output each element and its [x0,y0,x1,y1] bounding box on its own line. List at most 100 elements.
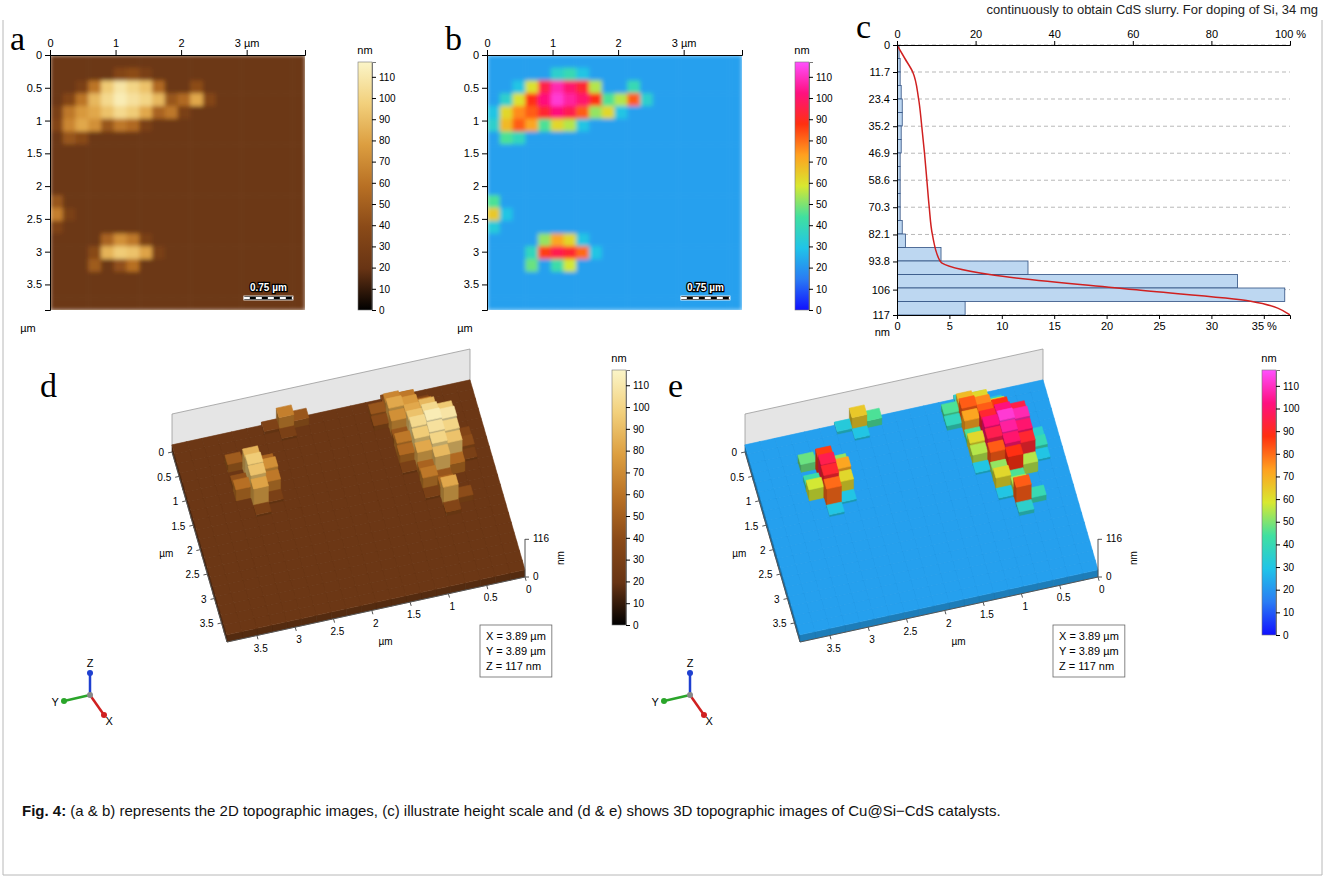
cell [427,419,445,432]
tick-label: 2 [616,37,622,49]
cell [513,81,526,94]
cell [101,132,114,145]
cell [653,234,666,247]
cell [139,157,152,170]
cell [127,93,140,106]
cell [241,208,254,221]
plot-area [487,55,742,310]
tick-label: 11.7 [869,66,890,78]
tick: 90 [372,114,391,125]
cell [139,195,152,208]
cell [513,272,526,285]
cell [203,234,216,247]
cell [513,170,526,183]
cell [152,285,165,298]
cell [76,272,89,285]
cell [602,195,615,208]
tick: 80 [1206,28,1218,45]
tick-label: 2 [473,180,479,192]
cell [229,195,242,208]
cell [729,183,742,196]
cell [292,119,305,132]
cell [704,81,717,94]
cell [203,55,216,68]
cell [76,119,89,132]
tick: 20 [1101,315,1113,332]
cell [190,119,203,132]
cell [538,221,551,234]
cell [602,119,615,132]
cell [678,221,691,234]
cell [292,183,305,196]
cell [114,234,127,247]
tick: 82.1 [869,228,897,240]
cell [292,81,305,94]
tick-label: 110 [379,72,395,83]
cell [627,68,640,81]
tick-mark [45,186,50,187]
grid-line [897,126,1290,127]
cell [229,55,242,68]
cell [666,183,679,196]
cell [589,246,602,259]
tick: 1 [473,115,487,127]
cell [178,297,191,310]
cell [203,297,216,310]
cell [267,234,280,247]
cell [216,183,229,196]
cell [63,183,76,196]
cell [216,234,229,247]
cell [229,285,242,298]
cell [487,259,500,272]
cell [717,246,730,259]
cell [152,183,165,196]
cell [589,234,602,247]
x-axis: 0123 µm [47,37,305,56]
cell [576,259,589,272]
cell [653,183,666,196]
cell [190,132,203,145]
cell [615,106,628,119]
cell [627,297,640,310]
cell [576,221,589,234]
cell [653,157,666,170]
cell [576,234,589,247]
cell [127,272,140,285]
cell [254,119,267,132]
cell [500,55,513,68]
cell [602,234,615,247]
cell [267,106,280,119]
cell [248,463,266,476]
cell [717,81,730,94]
cell [513,55,526,68]
cell [190,183,203,196]
cell [254,93,267,106]
cell [371,413,389,426]
cell [114,170,127,183]
cell [513,183,526,196]
cell [691,132,704,145]
cell [101,157,114,170]
cell [216,68,229,81]
bar [897,248,941,262]
tick-label: 0 [894,28,900,40]
cell [190,195,203,208]
cell [241,259,254,272]
cell [640,246,653,259]
cell [165,208,178,221]
cell [653,68,666,81]
cell [165,132,178,145]
cell [152,144,165,157]
cell [292,170,305,183]
cell [76,285,89,298]
tick-label: 3.5 [464,278,479,290]
cell [551,81,564,94]
tick-label: 50 [379,199,391,210]
cell [589,221,602,234]
cell [678,55,691,68]
tick-label: 70 [379,156,391,167]
cell [691,183,704,196]
cell [127,68,140,81]
cell [50,272,63,285]
x-axis-line [488,50,743,56]
